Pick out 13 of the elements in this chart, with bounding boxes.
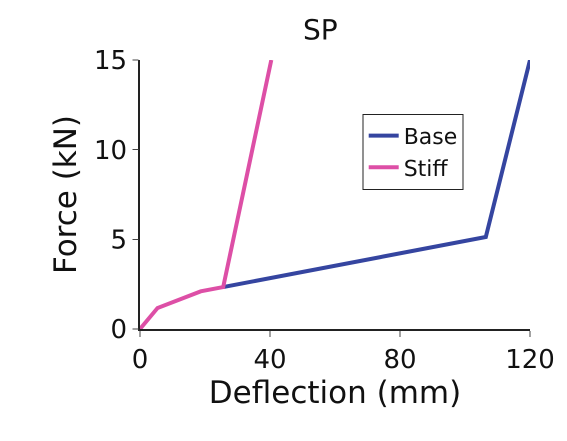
- x-tick-label: 40: [253, 344, 287, 375]
- x-tick-label: 120: [505, 344, 555, 375]
- legend-label: Base: [404, 125, 458, 150]
- y-tick-label: 5: [110, 225, 128, 256]
- x-tick-label: 80: [383, 344, 417, 375]
- y-tick-label: 0: [110, 315, 128, 346]
- x-axis-title: Deflection (mm): [208, 374, 462, 411]
- legend-label: Stiff: [404, 156, 448, 182]
- chart-title: SP: [303, 13, 338, 46]
- x-tick-label: 0: [132, 344, 148, 375]
- y-tick-label: 10: [94, 136, 128, 166]
- y-axis-title: Force (kN): [48, 114, 84, 274]
- y-tick-label: 15: [94, 46, 128, 76]
